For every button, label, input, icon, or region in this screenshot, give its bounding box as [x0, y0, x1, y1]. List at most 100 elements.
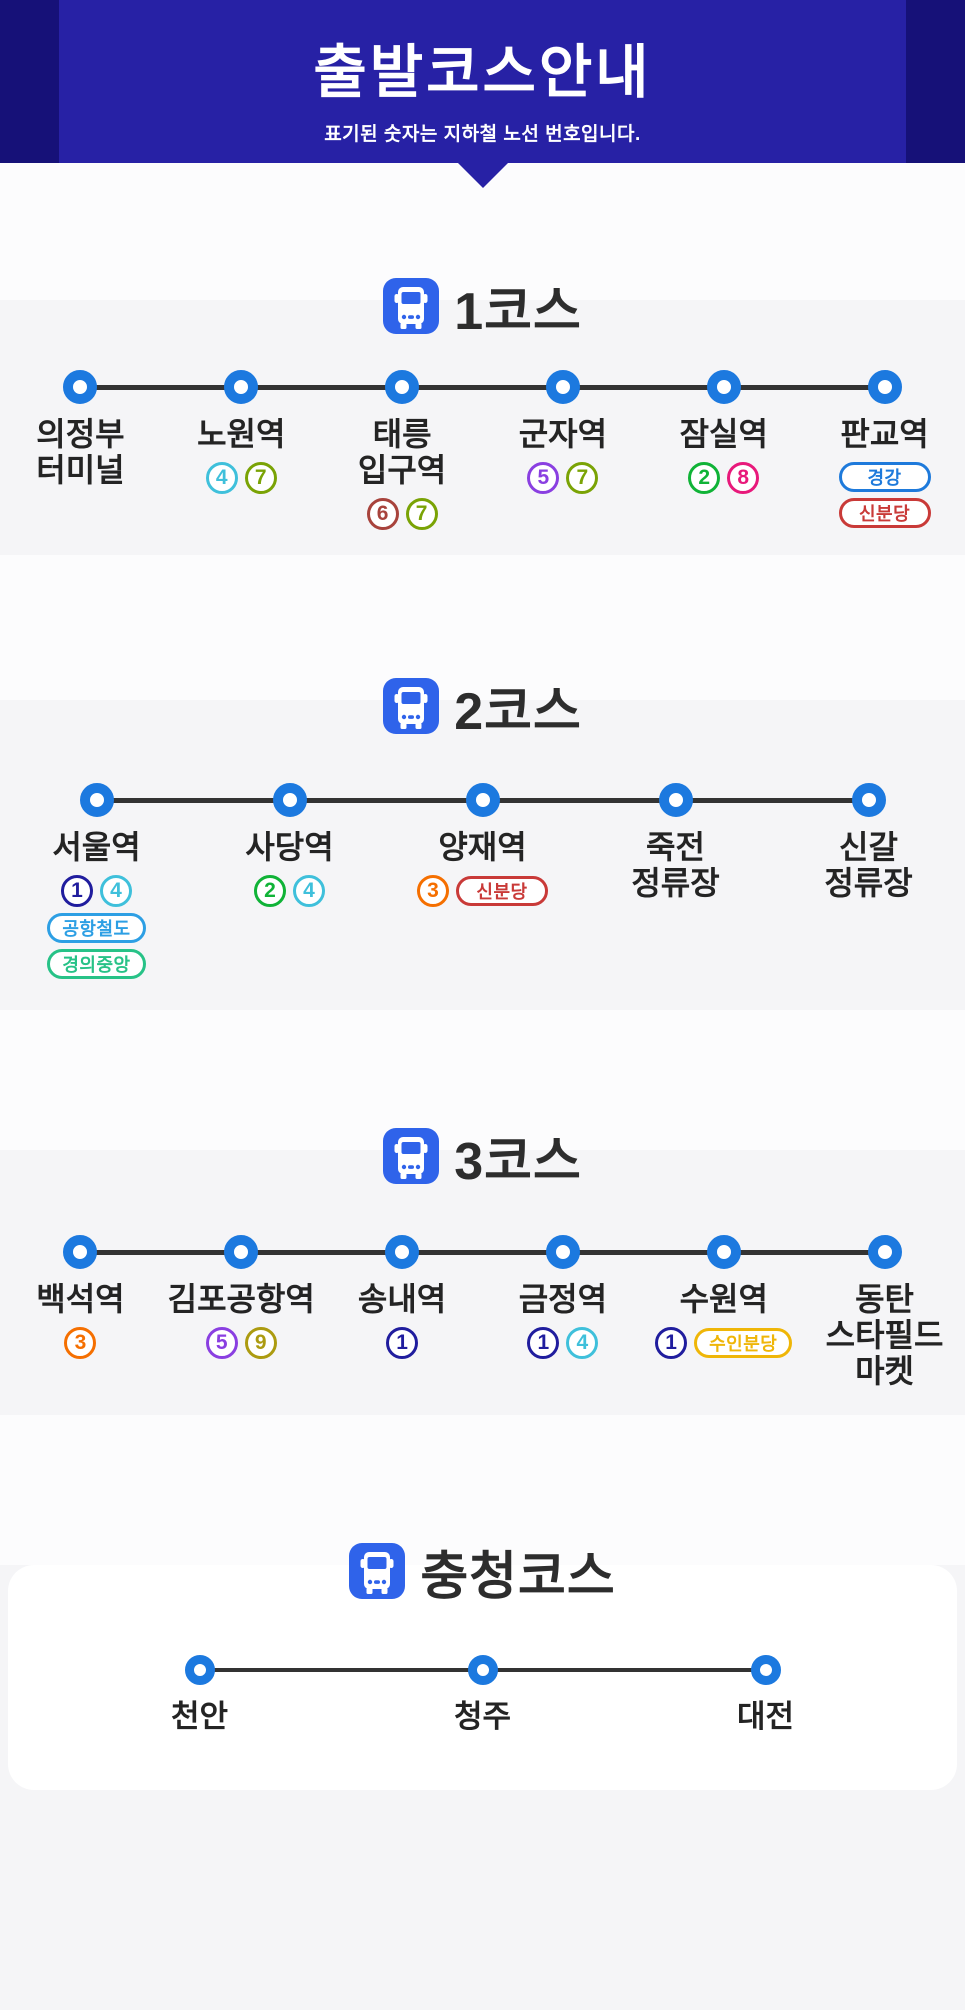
station-row: 의정부 터미널 노원역 4 7 태릉 입구역 6 7 군자역 5 7 잠실역 2 8 판교역 경강 신분당: [0, 370, 965, 530]
station-name: 사당역: [245, 829, 334, 865]
station-name: 천안: [170, 1699, 229, 1734]
station: 백석역 3: [0, 1235, 161, 1389]
station: 대전: [624, 1655, 907, 1735]
station: 송내역 1: [322, 1235, 483, 1389]
subway-line-badge: 수인분당: [694, 1327, 793, 1358]
station-node-icon: [385, 1235, 420, 1269]
station: 사당역 2 4: [193, 783, 386, 979]
subway-line-badge: 경강: [838, 461, 931, 492]
station: 죽전 정류장: [579, 783, 772, 979]
station-node-icon: [385, 370, 420, 404]
course-title: 2코스: [0, 678, 965, 741]
station: 신갈 정류장: [772, 783, 965, 979]
station-node-icon: [658, 783, 693, 817]
station-node-icon: [184, 1655, 215, 1685]
station-node-icon: [467, 1655, 498, 1685]
bus-icon: [383, 278, 440, 334]
station-name: 송내역: [357, 1281, 447, 1317]
station: 판교역 경강 신분당: [804, 370, 965, 530]
station: 잠실역 2 8: [643, 370, 804, 530]
course-title-label: 1코스: [454, 282, 582, 341]
bus-icon: [349, 1543, 406, 1599]
station-name: 잠실역: [679, 416, 768, 452]
station-name: 죽전 정류장: [631, 829, 720, 901]
station-name: 양재역: [438, 829, 527, 865]
subway-line-badge: 7: [566, 461, 599, 494]
subway-line-badge: 9: [244, 1326, 277, 1359]
subway-line-badge: 신분당: [456, 875, 548, 906]
course-title: 충청코스: [0, 1543, 965, 1606]
station-node-icon: [867, 370, 902, 404]
station: 청주: [341, 1655, 624, 1735]
bus-icon: [383, 678, 440, 734]
line-badge-row: 3: [64, 1326, 97, 1359]
course-title-label: 3코스: [454, 1132, 582, 1191]
line-badge-row: 공항철도: [47, 912, 146, 943]
station-node-icon: [706, 1235, 741, 1269]
station-name: 청주: [453, 1699, 512, 1734]
line-badge-row: 3 신분당: [417, 874, 548, 907]
subway-line-badge: 7: [244, 461, 277, 494]
subway-line-badge: 4: [566, 1326, 599, 1359]
page-title: 출발코스안내: [313, 40, 652, 105]
line-badges: 경강 신분당: [838, 461, 931, 528]
station: 김포공항역 5 9: [161, 1235, 322, 1389]
station-node-icon: [224, 370, 259, 404]
subway-line-badge: 5: [527, 461, 560, 494]
subway-line-badge: 4: [293, 874, 325, 907]
station-node-icon: [867, 1235, 902, 1269]
banner-side-strip-left: [0, 0, 59, 163]
page-subtitle: 표기된 숫자는 지하철 노선 번호입니다.: [324, 124, 641, 145]
station-name: 금정역: [518, 1281, 608, 1317]
course-section-1: 1코스 의정부 터미널 노원역 4 7 태릉 입구역 6 7 군자역 5 7 잠실역 2 8 판교역 경강 신분…: [0, 278, 965, 555]
subway-line-badge: 3: [417, 874, 449, 907]
route-track-line: [80, 384, 885, 390]
course-title: 1코스: [0, 278, 965, 341]
station-node-icon: [63, 370, 98, 404]
station: 군자역 5 7: [482, 370, 643, 530]
banner-pointer-triangle: [457, 163, 508, 188]
subway-line-badge: 8: [727, 461, 760, 494]
subway-line-badge: 2: [254, 874, 286, 907]
subway-line-badge: 경의중앙: [47, 948, 146, 979]
station-name: 서울역: [52, 829, 141, 865]
subway-line-badge: 4: [205, 461, 238, 494]
station: 의정부 터미널: [0, 370, 161, 530]
line-badge-row: 경의중앙: [47, 948, 146, 979]
station-node-icon: [272, 783, 307, 817]
subway-line-badge: 공항철도: [47, 912, 146, 943]
station-node-icon: [79, 783, 114, 817]
course-section-2: 2코스 서울역 1 4 공항철도 경의중앙 사당역 2 4 양재역 3 신분당 죽전 정류장 신갈 정류장: [0, 678, 965, 1010]
station-name: 대전: [736, 1699, 795, 1734]
route-timeline: 백석역 3 김포공항역 5 9 송내역 1 금정역 1 4 수원역 1 수인분당 동탄 스타필드 마켓: [0, 1235, 965, 1389]
station-name: 태릉 입구역: [357, 416, 447, 488]
course-title-label: 충청코스: [420, 1547, 616, 1606]
station: 수원역 1 수인분당: [643, 1235, 804, 1389]
subway-line-badge: 1: [61, 874, 93, 907]
bus-icon: [383, 1128, 440, 1184]
line-badges: 3 신분당: [417, 874, 548, 907]
station-node-icon: [63, 1235, 98, 1269]
station-name: 신갈 정류장: [824, 829, 913, 901]
station-name: 김포공항역: [167, 1281, 315, 1317]
station-row: 백석역 3 김포공항역 5 9 송내역 1 금정역 1 4 수원역 1 수인분당 동탄 스타필드 마켓: [0, 1235, 965, 1389]
station: 천안: [58, 1655, 341, 1735]
route-timeline: 서울역 1 4 공항철도 경의중앙 사당역 2 4 양재역 3 신분당 죽전 정류장 신갈 정류장: [0, 783, 965, 979]
subway-line-badge: 7: [405, 497, 438, 530]
station-node-icon: [706, 370, 741, 404]
